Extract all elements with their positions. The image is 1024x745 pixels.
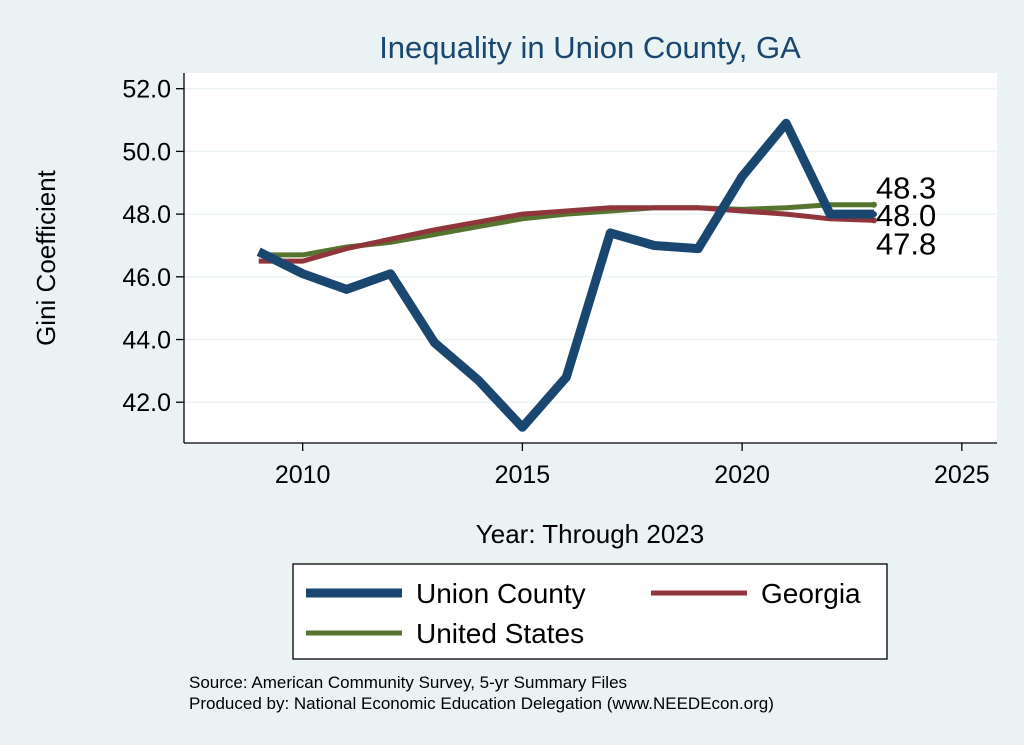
y-tick-label: 42.0 <box>122 389 171 417</box>
y-tick-label: 52.0 <box>122 76 171 104</box>
y-tick-label: 44.0 <box>122 327 171 355</box>
source-line-2: Produced by: National Economic Education… <box>189 694 774 713</box>
end-marker-united-states <box>870 201 877 208</box>
x-tick-label: 2020 <box>714 461 770 489</box>
end-marker-georgia <box>870 217 877 224</box>
end-labels: 48.047.8 48.3 <box>876 171 936 262</box>
legend-label-united-states: United States <box>416 618 584 649</box>
y-tick-label: 48.0 <box>122 201 171 229</box>
legend: Union County Georgia United States <box>292 563 888 660</box>
end-label-united-states: 48.3 <box>876 171 936 206</box>
series-line-georgia <box>258 205 875 264</box>
chart-title: Inequality in Union County, GA <box>379 30 801 65</box>
x-tick-label: 2015 <box>495 461 551 489</box>
end-label-georgia: 47.8 <box>876 226 936 261</box>
y-tick-label: 50.0 <box>122 138 171 166</box>
axes <box>183 73 997 444</box>
end-label-union-county: 48.0 <box>876 198 936 233</box>
x-tick-label: 2010 <box>275 461 331 489</box>
end-marker-union-county <box>870 211 877 218</box>
legend-box <box>292 563 888 660</box>
y-axis-title: Gini Coefficient <box>31 169 61 346</box>
legend-label-georgia: Georgia <box>761 578 861 609</box>
tick-labels: 42.0 44.0 46.0 48.0 50.0 52.0 2010 2015 2020 2025 <box>122 76 989 489</box>
x-tick-label: 2025 <box>934 461 990 489</box>
y-tick-label: 46.0 <box>122 264 171 292</box>
x-axis-title: Year: Through 2023 <box>476 519 704 549</box>
series-line-union-county <box>256 118 874 432</box>
source-line-1: Source: American Community Survey, 5-yr … <box>189 673 627 692</box>
series-lines <box>256 118 877 432</box>
legend-label-union-county: Union County <box>416 578 586 609</box>
